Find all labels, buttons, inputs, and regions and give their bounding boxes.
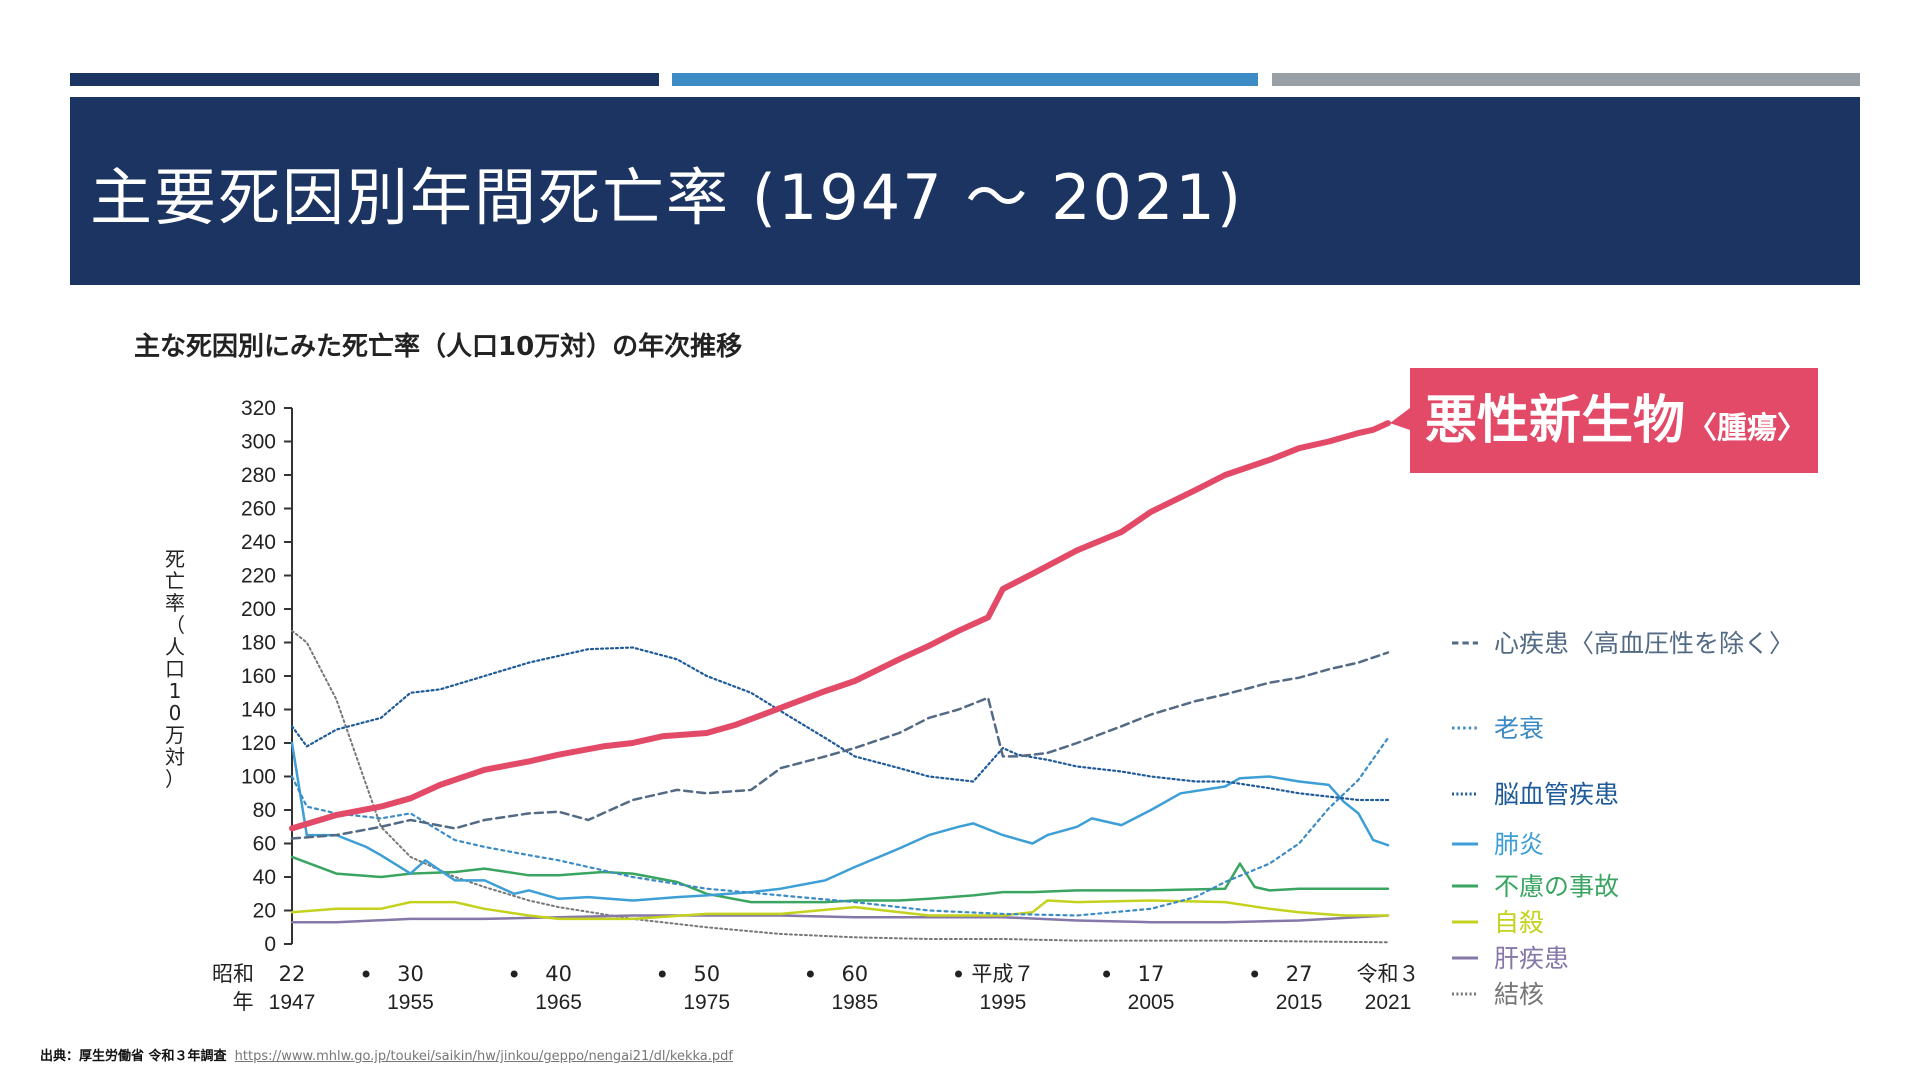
label-layer: 悪性新生物 〈腫瘍〉 [1390, 368, 1818, 473]
x-dot-tick [1251, 970, 1259, 978]
x-tick-year: 1955 [387, 991, 434, 1014]
x-tick-year: 1965 [535, 991, 582, 1014]
cancer-callout-box [1410, 368, 1818, 473]
y-tick-label: 40 [253, 866, 276, 889]
legend-label: 肝疾患 [1494, 944, 1569, 973]
x-tick-era: 令和３ [1357, 962, 1420, 986]
x-tick-era: 40 [545, 962, 572, 986]
x-era-label: 昭和 [212, 963, 254, 986]
legend-label: 不慮の事故 [1494, 872, 1619, 901]
title-banner: 主要死因別年間死亡率 (1947 ～ 2021) [70, 97, 1860, 285]
legend-label: 自殺 [1494, 908, 1544, 937]
x-tick-year: 2021 [1365, 991, 1412, 1014]
x-tick-era: 17 [1138, 962, 1165, 986]
y-tick-label: 20 [253, 900, 276, 923]
y-tick-label: 220 [241, 565, 276, 588]
y-tick-label: 320 [241, 397, 276, 420]
axes: 0 20 40 60 80 100 120 140 160 180 200 220 240 260 280 3… [165, 397, 1420, 1014]
x-tick-year: 1995 [980, 991, 1027, 1014]
y-tick-label: 60 [253, 833, 276, 856]
x-tick-era: 平成７ [971, 962, 1034, 986]
x-dot-tick [510, 970, 518, 978]
legend-label: 肺炎 [1494, 830, 1544, 859]
x-tick-era: 27 [1286, 962, 1313, 986]
series-line: 悪性新生物 [289, 420, 1391, 832]
y-tick-label: 120 [241, 732, 276, 755]
y-tick-label: 0 [264, 933, 276, 956]
x-dot-tick [1103, 970, 1111, 978]
x-tick-year: 1947 [269, 991, 316, 1014]
source-label: 出典：厚生労働省 令和３年調査 [40, 1049, 227, 1064]
y-axis-label: 死亡率（人口 1 0 万対） [165, 547, 185, 791]
y-tick-label: 260 [241, 498, 276, 521]
y-tick-label: 240 [241, 531, 276, 554]
y-tick-label: 200 [241, 598, 276, 621]
y-tick-label: 160 [241, 665, 276, 688]
x-tick-era: 60 [841, 962, 868, 986]
chart-title: 主な死因別にみた死亡率（人口10万対）の年次推移 [134, 332, 743, 362]
x-tick-year: 2015 [1276, 991, 1323, 1014]
accent-bar-gray [1272, 73, 1860, 86]
x-tick-year: 1985 [831, 991, 878, 1014]
x-tick-era: 22 [279, 962, 306, 986]
x-tick-year: 2005 [1128, 991, 1175, 1014]
accent-bar-navy [70, 73, 659, 86]
cancer-callout-pointer [1390, 408, 1410, 430]
series-line: 肝疾患 [290, 914, 1390, 924]
accent-bar-blue [672, 73, 1258, 86]
x-tick-era: 30 [397, 962, 424, 986]
y-tick-label: 100 [241, 766, 276, 789]
y-tick-label: 280 [241, 464, 276, 487]
y-tick-label: 300 [241, 431, 276, 454]
x-tick-year: 1975 [683, 991, 730, 1014]
x-dot-tick [806, 970, 814, 978]
y-tick-label: 80 [253, 799, 276, 822]
series-line: 脳血管疾患 [290, 646, 1390, 802]
x-tick-era: 50 [693, 962, 720, 986]
series-line: 自殺 [290, 899, 1390, 921]
source-link[interactable]: https://www.mhlw.go.jp/toukei/saikin/hw/… [234, 1049, 733, 1064]
legend-label: 結核 [1494, 980, 1544, 1009]
series-line: 心疾患〈高血圧性を除く〉 [290, 651, 1390, 840]
x-dot-tick [954, 970, 962, 978]
series-layer: 結核肝疾患自殺不慮の事故肺炎脳血管疾患老衰心疾患〈高血圧性を除く〉悪性新生物 [289, 420, 1391, 944]
legend-label: 心疾患〈高血圧性を除く〉 [1494, 629, 1794, 658]
x-dot-tick [658, 970, 666, 978]
series-line: 老衰 [290, 736, 1390, 917]
series-line: 肺炎 [290, 741, 1390, 902]
x-dot-tick [362, 970, 370, 978]
cancer-callout-label: 悪性新生物 [1425, 391, 1685, 451]
slide-title: 主要死因別年間死亡率 (1947 ～ 2021) [90, 161, 1244, 234]
legend-label: 脳血管疾患 [1494, 780, 1619, 809]
y-tick-label: 140 [241, 699, 276, 722]
legend-label: 老衰 [1494, 714, 1544, 743]
x-year-label: 年 [233, 991, 254, 1014]
source-footer: 出典：厚生労働省 令和３年調査 https://www.mhlw.go.jp/t… [40, 1045, 733, 1064]
cancer-callout-sublabel: 〈腫瘍〉 [1687, 411, 1807, 446]
y-tick-label: 180 [241, 632, 276, 655]
